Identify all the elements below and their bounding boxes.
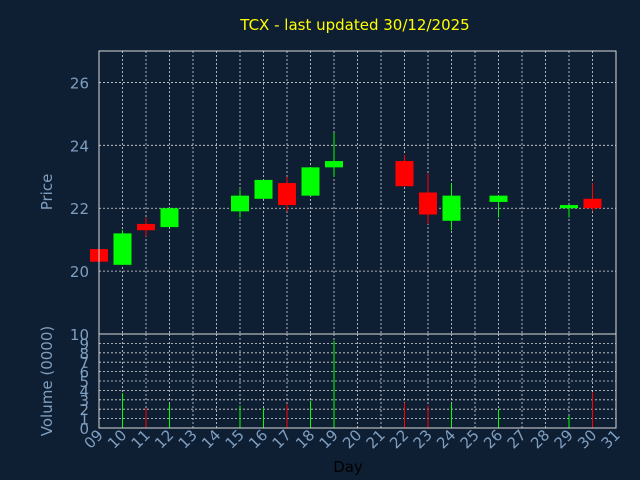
candle-body bbox=[231, 195, 249, 212]
volume-tick-label: 10 bbox=[70, 326, 89, 344]
volume-panel-frame bbox=[98, 333, 617, 429]
candle-body bbox=[489, 195, 508, 202]
volume-tick-label: 0 bbox=[79, 420, 89, 438]
candle-body bbox=[583, 198, 602, 209]
candle-body bbox=[325, 161, 343, 168]
price-tick-label: 20 bbox=[70, 263, 89, 281]
volume-tick-label: 7 bbox=[79, 354, 89, 372]
x-axis: 0910111213141516171819202122232425262728… bbox=[81, 426, 624, 452]
volume-tick-label: 5 bbox=[79, 373, 89, 391]
volume-tick-label: 1 bbox=[79, 411, 89, 429]
volume-tick-label: 2 bbox=[79, 401, 89, 419]
chart-title: TCX - last updated 30/12/2025 bbox=[239, 16, 469, 34]
price-axis-label: Price bbox=[38, 174, 56, 211]
candle-body bbox=[301, 167, 320, 196]
x-axis-label: Day bbox=[333, 458, 363, 476]
candle-body bbox=[278, 183, 296, 206]
candle-body bbox=[113, 233, 132, 265]
price-panel: 20 22 24 26 bbox=[70, 50, 617, 335]
volume-tick-label: 8 bbox=[79, 345, 89, 363]
volume-tick-label: 4 bbox=[79, 382, 89, 400]
candle-body bbox=[137, 223, 155, 231]
price-tick-label: 24 bbox=[70, 137, 89, 155]
candle-body bbox=[254, 179, 273, 199]
price-tick-label: 22 bbox=[70, 200, 89, 218]
candle-body bbox=[560, 205, 578, 209]
volume-tick-label: 6 bbox=[79, 364, 89, 382]
candle-body bbox=[160, 208, 179, 228]
candle-body bbox=[442, 195, 461, 221]
volume-tick-label: 9 bbox=[79, 335, 89, 353]
volume-tick-label: 3 bbox=[79, 392, 89, 410]
candle-body bbox=[419, 192, 437, 215]
volume-axis-label: Volume (0000) bbox=[38, 326, 56, 436]
price-tick-label: 26 bbox=[70, 74, 89, 92]
candle-body bbox=[395, 161, 414, 187]
